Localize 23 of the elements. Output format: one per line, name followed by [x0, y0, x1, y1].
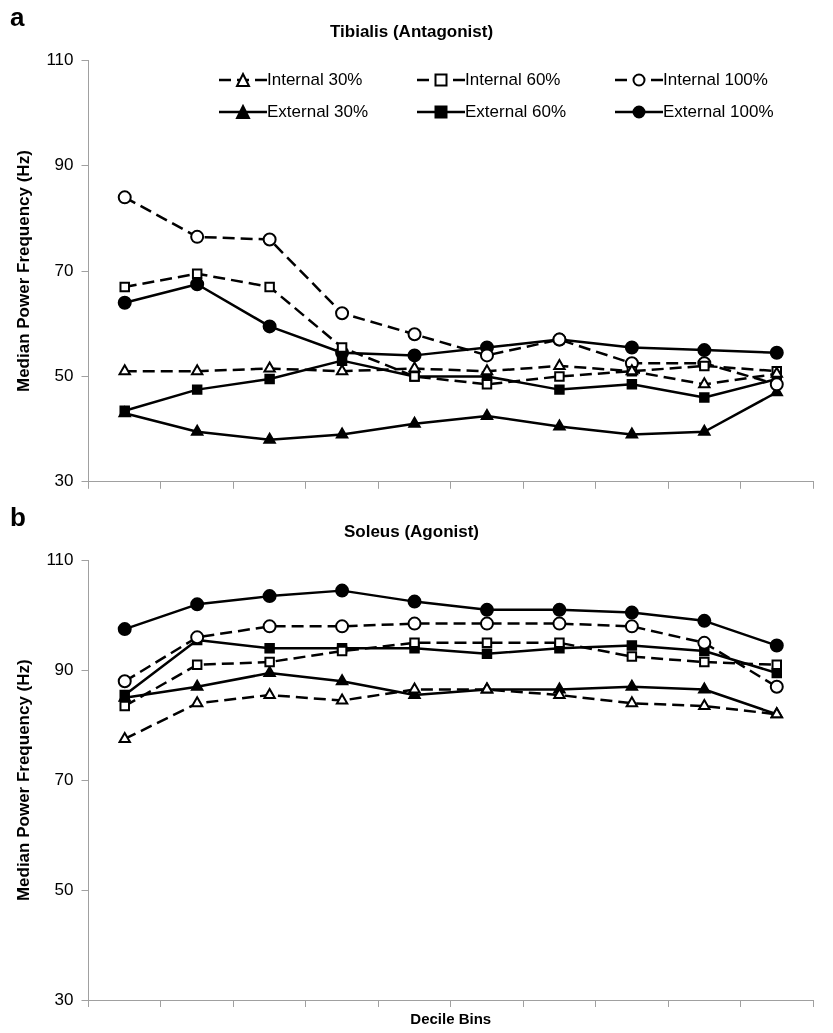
legend-label: Internal 30%	[267, 70, 363, 91]
y-axis-title: Median Power Frequency (Hz)	[13, 150, 33, 393]
y-axis-title: Median Power Frequency (Hz)	[13, 659, 33, 902]
legend-label: External 60%	[465, 102, 567, 123]
y-tick-label: 30	[54, 471, 74, 491]
y-tick-label: 110	[46, 50, 74, 70]
y-tick-label: 50	[54, 366, 74, 386]
y-tick-label: 30	[54, 989, 74, 1009]
y-tick-label: 90	[54, 155, 74, 175]
y-tick-label: 110	[46, 550, 74, 570]
chart-title: Soleus (Agonist)	[343, 521, 480, 541]
y-tick-label: 90	[54, 659, 74, 679]
text: a	[10, 2, 25, 33]
x-axis-title: Decile Bins	[410, 1010, 492, 1028]
chart-title: Tibialis (Antagonist)	[329, 21, 494, 41]
text: b	[10, 502, 26, 533]
legend-label: Internal 100%	[663, 70, 768, 91]
legend-label: Internal 60%	[465, 70, 561, 91]
legend-label: External 100%	[663, 102, 774, 123]
y-tick-label: 70	[54, 769, 74, 789]
y-tick-label: 50	[54, 879, 74, 899]
legend-label: External 30%	[267, 102, 369, 123]
y-tick-label: 70	[54, 260, 74, 280]
